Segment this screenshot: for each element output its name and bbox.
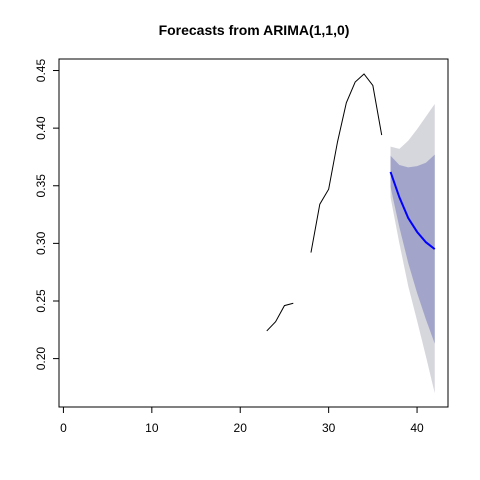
y-tick-label: 0.20 [34, 347, 48, 371]
x-axis: 0 10 20 30 40 [60, 406, 424, 435]
y-tick-label: 0.40 [34, 116, 48, 140]
y-tick-label: 0.35 [34, 174, 48, 198]
y-tick-label: 0.25 [34, 289, 48, 313]
y-axis: 0.20 0.25 0.30 0.35 0.40 0.45 [34, 59, 60, 371]
x-tick-label: 20 [234, 421, 248, 435]
observed-line-segment [266, 302, 294, 332]
chart-title: Forecasts from ARIMA(1,1,0) [159, 22, 350, 38]
confidence-band-80 [390, 154, 435, 344]
x-tick-label: 40 [410, 421, 424, 435]
x-tick-label: 30 [322, 421, 336, 435]
confidence-bands [390, 103, 435, 394]
x-tick-label: 0 [60, 421, 67, 435]
observed-line-segment [310, 73, 383, 253]
y-tick-label: 0.30 [34, 231, 48, 255]
x-tick-label: 10 [145, 421, 159, 435]
plot-box [58, 58, 449, 408]
y-tick-label: 0.45 [34, 59, 48, 83]
forecast-line [389, 171, 436, 250]
series-lines [266, 73, 436, 332]
